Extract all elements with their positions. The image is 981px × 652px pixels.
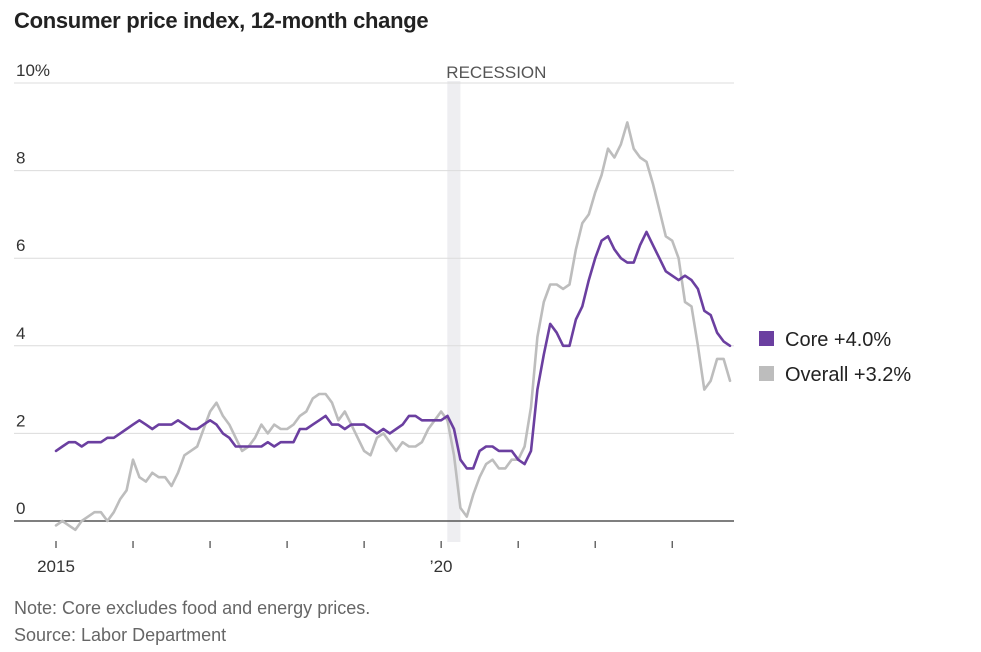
y-tick-label: 4: [16, 324, 25, 343]
legend-label-core: Core +4.0%: [785, 329, 891, 351]
legend-swatch-core: [759, 331, 774, 346]
x-tick-label: 2015: [37, 557, 75, 576]
chart-source: Source: Labor Department: [14, 625, 227, 645]
legend-swatch-overall: [759, 366, 774, 381]
y-tick-label: 8: [16, 149, 25, 168]
recession-band: [447, 81, 461, 542]
y-tick-label: 10%: [16, 61, 50, 80]
series-line-overall: [54, 121, 732, 532]
series-line-core: [54, 230, 732, 470]
y-tick-label: 6: [16, 236, 25, 255]
x-tick-label: ’20: [430, 557, 453, 576]
legend-label-overall: Overall +3.2%: [785, 364, 911, 386]
chart-title: Consumer price index, 12-month change: [14, 8, 429, 33]
y-tick-label: 0: [16, 499, 25, 518]
chart-note: Note: Core excludes food and energy pric…: [14, 598, 371, 618]
recession-label: RECESSION: [446, 63, 546, 82]
y-tick-label: 2: [16, 411, 25, 430]
